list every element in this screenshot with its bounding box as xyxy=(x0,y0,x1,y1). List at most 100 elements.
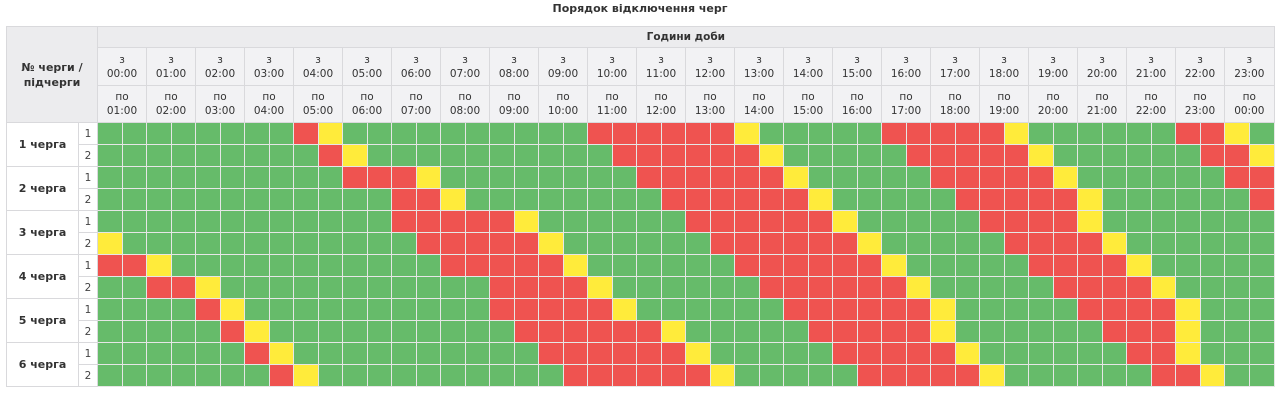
schedule-cell-power-off xyxy=(881,276,907,299)
to-time: 02:00 xyxy=(155,105,187,117)
from-prefix: з xyxy=(462,53,468,66)
schedule-cell-power-on xyxy=(758,320,784,343)
queue-label: 2 черга xyxy=(6,166,79,211)
from-prefix: з xyxy=(1050,53,1056,66)
schedule-cell-power-off xyxy=(954,144,980,167)
to-prefix: по xyxy=(556,91,570,103)
schedule-cell-power-on xyxy=(513,364,539,387)
to-time: 00:00 xyxy=(1234,105,1265,117)
to-time: 14:00 xyxy=(743,105,775,117)
schedule-cell-power-off xyxy=(1003,166,1029,189)
to-time: 03:00 xyxy=(204,105,236,117)
slot-from-header: з 05:00 xyxy=(342,47,392,86)
schedule-cell-power-on xyxy=(1199,320,1225,343)
schedule-cell-power-on xyxy=(121,122,147,145)
schedule-cell-power-off xyxy=(856,364,882,387)
queue-row: 2 xyxy=(7,364,1275,387)
schedule-cell-power-on xyxy=(440,298,466,321)
queue-row: 2 xyxy=(7,232,1275,255)
queue-label: 1 черга xyxy=(6,122,79,167)
schedule-cell-power-off xyxy=(856,342,882,365)
schedule-cell-power-off xyxy=(783,210,809,233)
schedule-cell-power-on xyxy=(219,276,245,299)
schedule-cell-power-on xyxy=(293,342,319,365)
schedule-cell-power-on xyxy=(758,298,784,321)
schedule-cell-power-on xyxy=(219,188,245,211)
schedule-cell-power-on xyxy=(832,122,858,145)
schedule-cell-power-on xyxy=(905,166,931,189)
schedule-cell-power-on xyxy=(146,320,172,343)
slot-from-header: з 22:00 xyxy=(1175,47,1225,86)
schedule-cell-power-on xyxy=(1199,254,1225,277)
to-time: 04:00 xyxy=(253,105,285,117)
schedule-cell-power-on xyxy=(685,320,711,343)
schedule-cell-power-off xyxy=(807,276,833,299)
schedule-cell-power-on xyxy=(1028,122,1054,145)
slot-to-header: по 08:00 xyxy=(440,85,490,123)
schedule-cell-power-on xyxy=(342,342,368,365)
schedule-cell-power-on xyxy=(391,342,417,365)
to-prefix: по xyxy=(507,91,521,103)
schedule-cell-power-on xyxy=(317,320,343,343)
schedule-cell-power-on xyxy=(587,254,613,277)
schedule-cell-power-off xyxy=(489,276,515,299)
schedule-cell-power-on xyxy=(440,276,466,299)
schedule-cell-power-on xyxy=(97,276,123,299)
schedule-cell-power-on xyxy=(807,122,833,145)
schedule-cell-power-on xyxy=(268,122,294,145)
schedule-cell-power-on xyxy=(440,364,466,387)
to-prefix: по xyxy=(654,91,668,103)
subqueue-label: 2 xyxy=(78,276,98,299)
schedule-cell-power-on xyxy=(268,254,294,277)
to-prefix: по xyxy=(801,91,815,103)
schedule-cell-power-on xyxy=(464,144,490,167)
schedule-cell-power-on xyxy=(1248,342,1275,365)
schedule-cell-power-on xyxy=(1175,188,1201,211)
schedule-cell-power-off xyxy=(1199,122,1225,145)
schedule-cell-power-off xyxy=(1003,232,1029,255)
schedule-cell-power-off xyxy=(832,320,858,343)
schedule-cell-power-off xyxy=(954,166,980,189)
schedule-cell-power-on xyxy=(464,122,490,145)
schedule-cell-power-on xyxy=(611,166,637,189)
schedule-cell-power-on xyxy=(489,342,515,365)
slot-to-header: по 01:00 xyxy=(97,85,147,123)
schedule-cell-power-on xyxy=(97,342,123,365)
schedule-cell-power-on xyxy=(489,320,515,343)
schedule-cell-power-on xyxy=(1175,144,1201,167)
from-prefix: з xyxy=(266,53,272,66)
schedule-cell-power-on xyxy=(366,298,392,321)
schedule-cell-power-on xyxy=(587,144,613,167)
schedule-cell-power-on xyxy=(856,122,882,145)
schedule-cell-power-off xyxy=(783,298,809,321)
from-time: 15:00 xyxy=(841,67,873,80)
schedule-cell-power-on xyxy=(1077,166,1103,189)
schedule-cell-power-on xyxy=(391,144,417,167)
schedule-cell-power-on xyxy=(244,298,270,321)
schedule-cell-power-off xyxy=(1101,320,1127,343)
schedule-cell-power-on xyxy=(489,144,515,167)
to-time: 20:00 xyxy=(1037,105,1069,117)
schedule-cell-power-on xyxy=(513,188,539,211)
schedule-cell-power-on xyxy=(1028,342,1054,365)
schedule-cell-power-on xyxy=(1224,232,1250,255)
schedule-cell-power-off xyxy=(415,210,441,233)
schedule-cell-power-on xyxy=(268,298,294,321)
schedule-cell-power-on xyxy=(979,298,1005,321)
schedule-cell-power-on xyxy=(146,210,172,233)
schedule-cell-power-on xyxy=(366,188,392,211)
from-time: 12:00 xyxy=(694,67,726,80)
schedule-cell-power-on xyxy=(415,298,441,321)
schedule-cell-power-off xyxy=(685,210,711,233)
to-prefix: по xyxy=(1193,91,1207,103)
schedule-cell-power-on xyxy=(1101,364,1127,387)
slot-to-header: по 19:00 xyxy=(979,85,1029,123)
subqueue-label: 1 xyxy=(78,254,98,277)
schedule-cell-power-off xyxy=(391,166,417,189)
from-time: 23:00 xyxy=(1234,67,1265,80)
schedule-cell-power-off xyxy=(954,364,980,387)
schedule-cell-power-on xyxy=(97,320,123,343)
schedule-cell-power-on xyxy=(611,232,637,255)
schedule-cell-possible-off xyxy=(930,320,956,343)
schedule-cell-power-on xyxy=(464,166,490,189)
